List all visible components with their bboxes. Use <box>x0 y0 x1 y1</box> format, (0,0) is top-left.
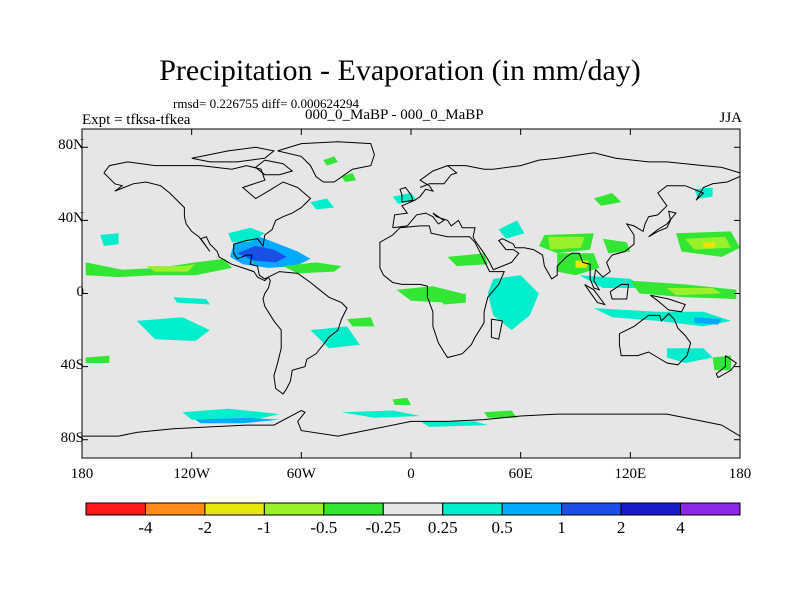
colorbar-label: 4 <box>676 518 685 537</box>
lon-tick-label: 120W <box>173 466 210 482</box>
anomaly-region-west-pacific-yellow <box>703 242 717 248</box>
anomaly-region-maritime-light <box>666 288 722 296</box>
colorbar-swatch <box>680 502 741 516</box>
anomaly-region-tasman-green <box>712 355 731 371</box>
anomaly-region-north-atlantic-green <box>323 156 338 166</box>
lon-tick-label: 60W <box>286 466 316 482</box>
anomaly-region-north-pacific-cyan <box>100 233 119 246</box>
colorbar-swatch <box>263 502 325 516</box>
anomaly-region-north-atlantic-cyan <box>310 198 335 210</box>
anomaly-region-south-atlantic-cyan <box>310 326 360 349</box>
anomaly-region-atlantic-green <box>283 262 342 274</box>
colorbar-label: 2 <box>616 518 626 537</box>
lon-tick-label: 120E <box>614 466 647 482</box>
coastline-africa <box>379 225 505 359</box>
coastline-new-guinea <box>650 294 686 313</box>
anomaly-region-east-antarctic-green <box>484 410 517 418</box>
colorbar-label: -2 <box>197 518 212 537</box>
anomaly-region-east-antarctic-cyan <box>420 421 488 427</box>
anomaly-region-east-pacific-itcz-core <box>146 264 196 272</box>
season-label: JJA <box>719 110 742 126</box>
coastline-south-america <box>262 271 348 395</box>
colorbar-swatch <box>85 502 146 516</box>
colorbar-label: 1 <box>557 518 566 537</box>
anomaly-region-south-atlantic-green <box>347 317 375 327</box>
colorbar-swatch <box>382 502 444 516</box>
coastline-baffin <box>254 159 294 176</box>
colorbar <box>85 502 741 516</box>
anomaly-region-gulf-guinea-green <box>438 293 466 305</box>
anomaly-region-east-africa-cyan <box>487 275 539 331</box>
colorbar-swatch <box>144 502 206 516</box>
lat-tick-label: 80S <box>60 429 84 446</box>
colorbar-swatch <box>620 502 682 516</box>
lon-tick-label: 60E <box>508 466 533 482</box>
anomaly-region-caribbean-core <box>237 246 287 263</box>
lat-tick-label: 40N <box>58 210 84 227</box>
coastline-scandinavia <box>419 165 458 188</box>
anomaly-region-sudan-green <box>447 253 488 267</box>
colorbar-swatch <box>204 502 265 516</box>
anomaly-region-weddell-cyan <box>341 410 421 418</box>
anomaly-region-north-atlantic-green-2 <box>341 172 357 182</box>
lat-tick-label: 40S <box>60 356 84 373</box>
colorbar-swatch <box>323 502 384 516</box>
anomaly-region-new-guinea-blue <box>694 317 722 325</box>
lon-tick-label: 180 <box>728 466 752 482</box>
anomaly-region-peru-cyan <box>136 317 210 341</box>
colorbar-label: -0.5 <box>310 518 338 537</box>
chart-title: Precipitation - Evaporation (in mm/day) <box>159 54 641 87</box>
colorbar-label: 0.5 <box>491 518 513 537</box>
lat-tick-label: 80N <box>58 137 84 154</box>
anomaly-region-india-light <box>548 236 585 250</box>
coastline-sumatra <box>584 283 606 306</box>
colorbar-label: -4 <box>138 518 153 537</box>
rmsd-diff-stats: rmsd= 0.226755 diff= 0.000624294 <box>173 96 359 111</box>
lat-tick-label: 0 <box>76 283 85 300</box>
coastline-new-zealand <box>715 355 738 379</box>
axis-ticks <box>81 129 741 458</box>
experiment-subtitle: 000_0_MaBP - 000_0_MaBP <box>305 107 484 123</box>
lon-tick-label: 180 <box>70 466 94 482</box>
coastline-australia <box>618 312 692 366</box>
colorbar-swatch <box>561 502 622 516</box>
colorbar-label: -0.25 <box>365 518 401 537</box>
anomaly-region-sw-pacific-green <box>85 355 110 363</box>
colorbar-label: 0.25 <box>427 518 458 537</box>
anomaly-region-siberia-green <box>593 193 622 206</box>
anomaly-region-central-pacific-cyan <box>173 297 210 305</box>
anomaly-region-weddell-green <box>392 397 411 405</box>
colorbar-label: -1 <box>257 518 272 537</box>
anomaly-region-bay-yellow <box>575 260 589 268</box>
anomaly-region-southern-ocean-blue <box>195 417 280 424</box>
anomaly-region-arabia-cyan <box>498 220 525 239</box>
coastline-madagascar <box>490 318 503 340</box>
coastline-greenland <box>277 141 375 183</box>
coastline-canadian-archipelago <box>191 146 276 163</box>
anomaly-region-china-green <box>602 238 631 254</box>
colorbar-swatch <box>501 502 563 516</box>
coastline-eurasia <box>392 152 740 228</box>
coastline-british-isles <box>399 186 414 203</box>
anomaly-region-australia-cyan <box>666 348 713 363</box>
coastline-borneo <box>609 283 630 300</box>
coastline-eurasia-south <box>392 176 740 291</box>
experiment-label: Expt = tfksa-tfkea <box>82 112 191 128</box>
coastlines <box>82 141 740 437</box>
coastline-antarctica <box>82 409 740 437</box>
lon-tick-label: 0 <box>407 466 415 482</box>
coastline-north-america <box>103 161 312 282</box>
coastline-japan <box>648 210 677 238</box>
anomaly-region-southern-ocean-cyan <box>182 408 280 422</box>
colorbar-swatch <box>442 502 503 516</box>
